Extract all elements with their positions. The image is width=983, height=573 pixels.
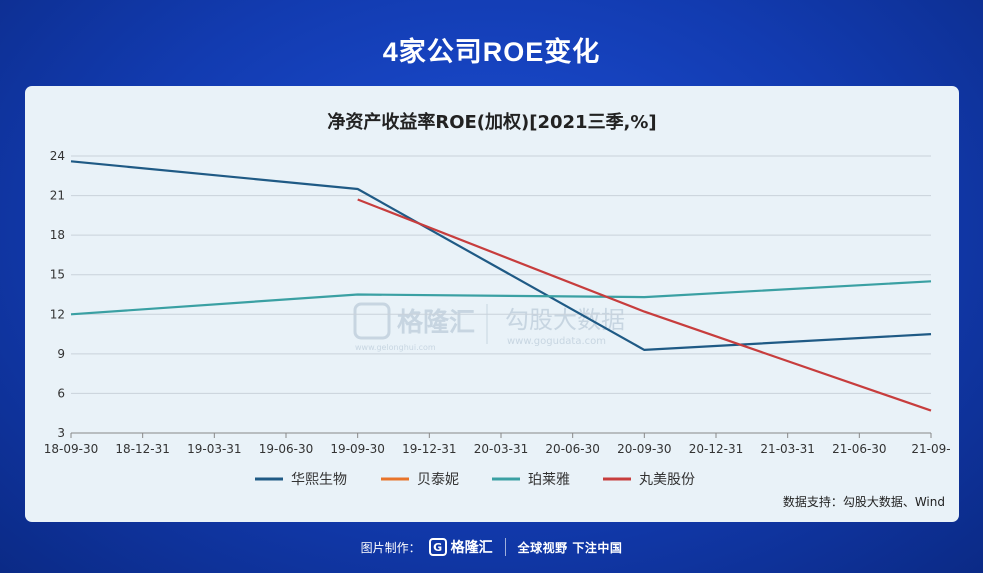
x-tick-label: 20-06-30: [545, 442, 599, 456]
watermark: 格隆汇 www.gelonghui.com 勾股大数据 www.gogudata…: [353, 302, 625, 352]
x-tick-label: 19-12-31: [402, 442, 456, 456]
series-line: [70, 160, 932, 351]
x-tick-label: 21-03-31: [760, 442, 814, 456]
watermark-logo-icon: [353, 302, 391, 340]
line-chart: 净资产收益率ROE(加权)[2021三季,%] 格隆汇 www.gelonghu…: [44, 111, 951, 488]
source-text: 数据支持：勾股大数据、Wind: [782, 495, 945, 509]
y-tick-label: 18: [50, 228, 65, 242]
series-line: [70, 280, 932, 316]
footer-brand: 格隆汇: [450, 540, 493, 556]
y-axis: 3 6 9 12 15 18 21 24: [50, 149, 65, 440]
footer-slogan: 全球视野 下注中国: [517, 540, 623, 555]
watermark-data-brand: 勾股大数据: [505, 306, 625, 334]
x-tick-label: 18-12-31: [115, 442, 169, 456]
legend: 华熙生物 贝泰妮 珀莱雅 丸美股份: [255, 472, 695, 488]
legend-label: 丸美股份: [639, 472, 695, 488]
y-tick-label: 24: [50, 149, 65, 163]
watermark-brand: 格隆汇: [397, 307, 475, 338]
logo-icon: G: [428, 538, 447, 556]
series-line: [357, 198, 932, 412]
y-tick-label: 6: [57, 386, 65, 400]
watermark-data-sub: www.gogudata.com: [507, 336, 606, 347]
x-tick-label: 20-09-30: [617, 442, 671, 456]
page-title: 4家公司ROE变化: [382, 37, 601, 67]
x-tick-label: 21-09-: [911, 442, 950, 456]
y-tick-label: 9: [57, 347, 65, 361]
x-tick-label: 20-03-31: [474, 442, 528, 456]
chart-card: 净资产收益率ROE(加权)[2021三季,%] 格隆汇 www.gelonghu…: [25, 86, 959, 522]
series-group: [70, 160, 932, 412]
y-tick-label: 12: [50, 307, 65, 321]
footer-label: 图片制作：: [360, 540, 421, 555]
footer: 图片制作： G 格隆汇 全球视野 下注中国: [0, 534, 983, 560]
x-tick-label: 19-03-31: [187, 442, 241, 456]
legend-label: 华熙生物: [291, 472, 347, 488]
x-tick-label: 21-06-30: [832, 442, 886, 456]
x-tick-label: 18-09-30: [44, 442, 98, 456]
footer-divider: [504, 538, 506, 556]
watermark-brand-sub: www.gelonghui.com: [355, 343, 436, 352]
x-tick-label: 20-12-31: [689, 442, 743, 456]
grid: [71, 155, 931, 434]
x-tick-label: 19-09-30: [330, 442, 384, 456]
x-tick-label: 19-06-30: [259, 442, 313, 456]
x-axis: 18-09-30 18-12-31 19-03-31 19-06-30 19-09-30…: [44, 432, 951, 456]
chart-title: 净资产收益率ROE(加权)[2021三季,%]: [327, 111, 656, 133]
legend-label: 贝泰妮: [417, 472, 459, 488]
legend-label: 珀莱雅: [528, 472, 570, 488]
y-tick-label: 15: [50, 268, 65, 282]
y-tick-label: 3: [57, 426, 65, 440]
y-tick-label: 21: [50, 189, 65, 203]
